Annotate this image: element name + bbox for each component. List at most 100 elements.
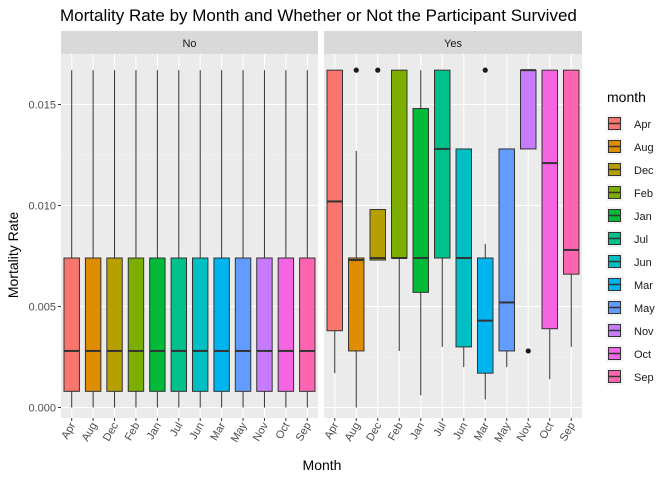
box-body bbox=[412, 108, 429, 293]
legend-label: Jul bbox=[634, 234, 648, 246]
x-tick-label: Sep bbox=[558, 421, 578, 444]
box-may bbox=[498, 148, 515, 368]
legend-item-dec: Dec bbox=[606, 161, 654, 178]
box-body bbox=[477, 257, 494, 374]
legend-item-jan: Jan bbox=[606, 207, 652, 224]
y-tick-label: 0.005 bbox=[28, 302, 56, 314]
legend-label: Dec bbox=[634, 165, 654, 177]
box-body bbox=[541, 69, 558, 330]
box-jan bbox=[412, 70, 429, 396]
legend-label: Jan bbox=[634, 211, 652, 223]
x-tick-label: Aug bbox=[343, 421, 363, 444]
legend-label: Aug bbox=[634, 142, 654, 154]
x-axis: Apr Aug Dec Feb Jan Jul Jun Mar May Nov Oct Sep Apr A… bbox=[59, 418, 578, 444]
x-tick-label: Apr bbox=[59, 420, 78, 441]
y-axis: 0.000 0.005 0.010 0.015 bbox=[28, 100, 61, 415]
facet-strip bbox=[61, 31, 318, 54]
x-tick-label: May bbox=[493, 420, 514, 444]
legend-label: Nov bbox=[634, 326, 654, 338]
box-aug bbox=[84, 70, 102, 408]
legend-item-apr: Apr bbox=[606, 115, 651, 132]
box-body bbox=[299, 257, 316, 392]
box-body bbox=[498, 148, 515, 352]
x-tick-label: Jun bbox=[188, 421, 207, 442]
box-jul bbox=[434, 69, 451, 347]
legend-label: Oct bbox=[634, 349, 651, 361]
box-body bbox=[455, 148, 472, 348]
y-axis-title: Mortality Rate bbox=[5, 212, 21, 299]
x-tick-label: Oct bbox=[274, 421, 293, 442]
box-body bbox=[348, 257, 365, 352]
x-tick-label: Nov bbox=[515, 420, 535, 443]
x-tick-label: Jul bbox=[168, 421, 185, 439]
facet-strip-label: Yes bbox=[444, 38, 462, 50]
box-feb bbox=[127, 70, 145, 408]
legend-item-mar: Mar bbox=[606, 276, 653, 293]
box-jun bbox=[191, 70, 209, 408]
legend-item-aug: Aug bbox=[606, 138, 654, 155]
x-tick-label: May bbox=[229, 420, 250, 444]
box-may bbox=[234, 70, 252, 408]
legend-item-nov: Nov bbox=[606, 322, 654, 339]
box-body bbox=[63, 257, 80, 392]
box-body bbox=[277, 257, 295, 392]
box-mar bbox=[213, 70, 230, 408]
legend-label: May bbox=[634, 303, 655, 315]
legend-label: Jun bbox=[634, 257, 652, 269]
x-tick-label: Oct bbox=[537, 421, 556, 442]
box-dec bbox=[106, 70, 123, 408]
x-tick-label: Dec bbox=[364, 420, 384, 443]
x-tick-label: Jan bbox=[408, 421, 427, 442]
box-dec bbox=[369, 67, 386, 261]
box-body bbox=[191, 257, 209, 392]
outlier-point bbox=[353, 67, 359, 73]
box-nov bbox=[256, 70, 273, 408]
outlier-point bbox=[375, 67, 381, 73]
legend-label: Feb bbox=[634, 188, 653, 200]
x-tick-label: Jun bbox=[451, 421, 470, 442]
legend-label: Apr bbox=[634, 119, 651, 131]
legend: month Apr Aug Dec Feb Jan Jul Jun Mar May Nov Oct S… bbox=[606, 89, 655, 385]
box-sep bbox=[563, 69, 580, 347]
x-tick-label: Mar bbox=[208, 420, 228, 443]
box-body bbox=[391, 69, 408, 259]
outlier-point bbox=[482, 67, 488, 73]
box-sep bbox=[299, 70, 316, 408]
box-body bbox=[149, 257, 166, 392]
legend-item-oct: Oct bbox=[606, 345, 651, 362]
box-body bbox=[369, 209, 386, 261]
box-body bbox=[256, 257, 273, 392]
panel-background bbox=[61, 54, 318, 418]
box-body bbox=[213, 257, 230, 392]
box-body bbox=[326, 69, 343, 332]
x-tick-label: Apr bbox=[322, 420, 341, 441]
plot-panels: No Yes bbox=[61, 31, 582, 418]
x-tick-label: Mar bbox=[472, 420, 492, 443]
box-body bbox=[106, 257, 123, 392]
box-feb bbox=[391, 69, 408, 351]
y-tick-label: 0.000 bbox=[28, 403, 56, 415]
x-tick-label: Feb bbox=[123, 421, 143, 443]
legend-item-feb: Feb bbox=[606, 184, 653, 201]
x-tick-label: Feb bbox=[386, 421, 406, 443]
box-body bbox=[520, 69, 537, 150]
legend-title: month bbox=[607, 89, 646, 105]
legend-label: Mar bbox=[634, 280, 653, 292]
facet-panel-yes: Yes bbox=[324, 31, 582, 418]
x-tick-label: Aug bbox=[80, 421, 100, 444]
box-nov bbox=[520, 69, 537, 354]
box-body bbox=[234, 257, 252, 392]
legend-item-may: May bbox=[606, 299, 655, 316]
x-tick-label: Nov bbox=[251, 420, 271, 443]
x-tick-label: Dec bbox=[101, 420, 121, 443]
chart-title: Mortality Rate by Month and Whether or N… bbox=[60, 6, 577, 25]
box-mar bbox=[477, 67, 494, 400]
y-tick-label: 0.010 bbox=[28, 201, 56, 213]
box-oct bbox=[277, 70, 295, 408]
legend-item-jul: Jul bbox=[606, 230, 648, 247]
y-tick-label: 0.015 bbox=[28, 100, 56, 112]
box-apr bbox=[326, 69, 343, 374]
box-jul bbox=[170, 70, 188, 408]
facet-strip bbox=[324, 31, 582, 54]
